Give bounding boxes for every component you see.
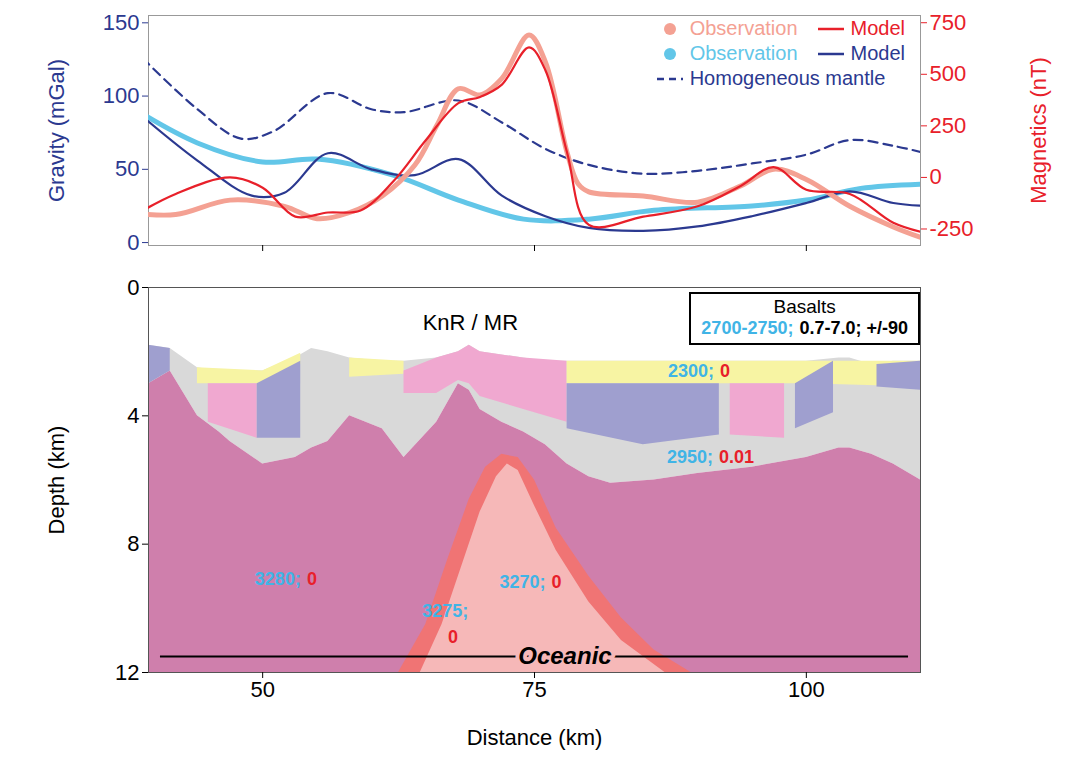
svg-text:-250: -250 xyxy=(930,216,974,241)
svg-text:0: 0 xyxy=(720,361,730,381)
svg-text:100: 100 xyxy=(788,677,825,702)
svg-text:75: 75 xyxy=(522,677,546,702)
svg-text:8: 8 xyxy=(127,531,139,556)
svg-text:750: 750 xyxy=(930,10,967,35)
svg-text:50: 50 xyxy=(250,677,274,702)
svg-text:Magnetics (nT): Magnetics (nT) xyxy=(1026,57,1051,204)
svg-text:4: 4 xyxy=(127,403,139,428)
svg-text:2300;: 2300; xyxy=(668,361,714,381)
svg-text:12: 12 xyxy=(115,660,139,685)
html-text:Model: Model xyxy=(850,42,905,64)
svg-text:KnR / MR: KnR / MR xyxy=(423,310,518,335)
svg-text:Gravity (mGal): Gravity (mGal) xyxy=(44,59,69,202)
svg-text:500: 500 xyxy=(930,61,967,86)
svg-text:0: 0 xyxy=(127,230,139,255)
html-text:Basalts: Basalts xyxy=(773,296,836,317)
svg-text:250: 250 xyxy=(930,113,967,138)
html-text:Homogeneous mantle: Homogeneous mantle xyxy=(689,67,886,89)
svg-text:0: 0 xyxy=(930,164,942,189)
svg-text:150: 150 xyxy=(103,10,140,35)
html-text:Observation: Observation xyxy=(689,17,798,39)
svg-text:Distance (km): Distance (km) xyxy=(467,725,603,750)
svg-text:0.01: 0.01 xyxy=(719,447,754,467)
svg-text:Depth (km): Depth (km) xyxy=(44,426,69,535)
svg-text:3275;: 3275; xyxy=(422,601,468,621)
svg-text:Oceanic: Oceanic xyxy=(518,642,611,669)
svg-text:0: 0 xyxy=(552,572,562,592)
svg-text:0: 0 xyxy=(127,275,139,300)
svg-text:3270;: 3270; xyxy=(500,572,546,592)
svg-text:50: 50 xyxy=(115,156,139,181)
html-text:Observation: Observation xyxy=(689,42,798,64)
svg-text:3280;: 3280; xyxy=(255,569,301,589)
svg-text:0: 0 xyxy=(448,627,458,647)
svg-text:2950;: 2950; xyxy=(667,447,713,467)
html-text:2700-2750; 0.7-7.0; +/-90: 2700-2750; 0.7-7.0; +/-90 xyxy=(701,318,908,338)
svg-text:0: 0 xyxy=(307,569,317,589)
svg-text:100: 100 xyxy=(103,83,140,108)
html-text:Model: Model xyxy=(850,17,905,39)
